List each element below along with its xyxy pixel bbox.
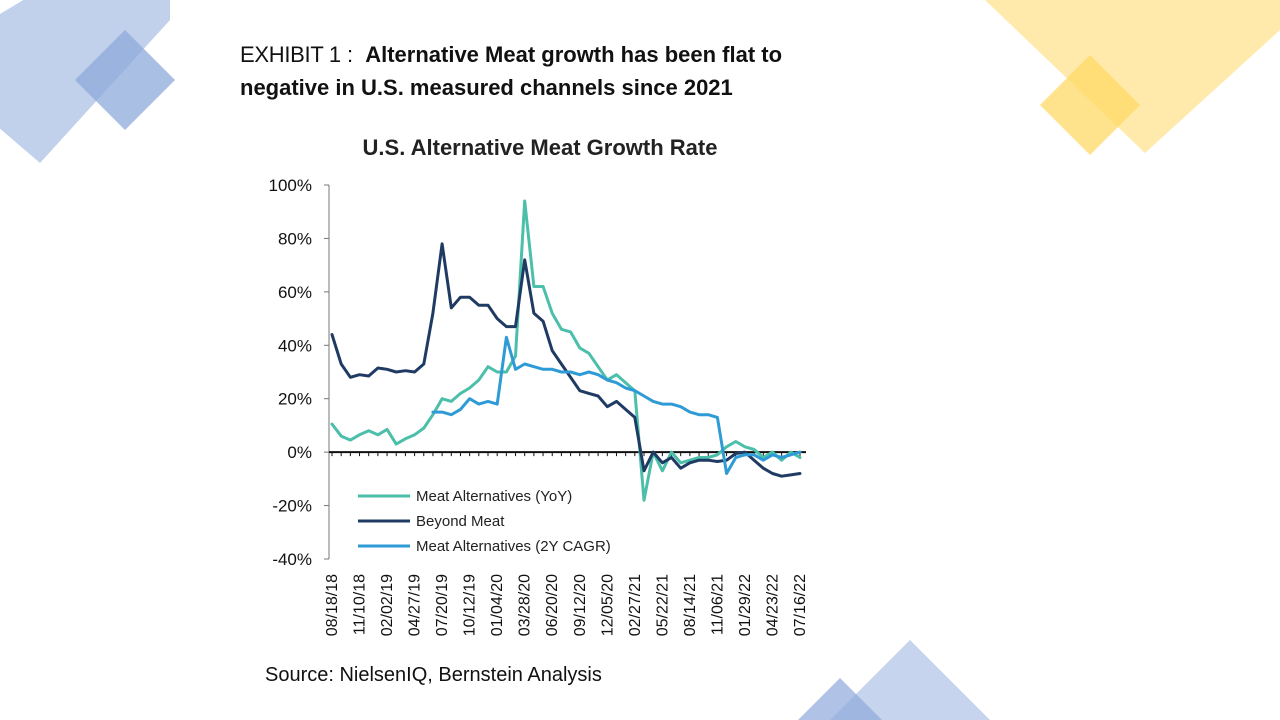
deco-blue-diamond-bottom-small <box>798 678 882 720</box>
exhibit-colon: : <box>346 42 354 67</box>
x-tick-label: 09/12/20 <box>572 574 589 636</box>
x-tick-label: 12/05/20 <box>599 574 616 636</box>
x-tick-label: 04/27/19 <box>407 574 424 636</box>
chart-title: U.S. Alternative Meat Growth Rate <box>363 135 718 160</box>
y-tick-label: 20% <box>278 390 312 409</box>
y-tick-label: 0% <box>287 443 312 462</box>
x-tick-label: 07/16/22 <box>792 574 809 636</box>
series-line <box>330 199 802 502</box>
series-line <box>431 335 802 475</box>
exhibit-headline: Alternative Meat growth has been flat to… <box>240 42 783 100</box>
x-tick-label: 10/12/19 <box>462 574 479 636</box>
growth-rate-chart: U.S. Alternative Meat Growth Rate 100% 80%… <box>269 135 809 636</box>
x-tick-label: 07/20/19 <box>434 574 451 636</box>
x-tick-label: 11/10/18 <box>352 574 369 635</box>
exhibit-label: EXHIBIT 1 <box>240 42 341 67</box>
y-tick-label: -40% <box>272 550 312 569</box>
y-tick-label: 80% <box>278 229 312 248</box>
y-tick-label: -20% <box>272 497 312 516</box>
y-tick-label: 60% <box>278 283 312 302</box>
deco-yellow-diamond-small <box>1040 55 1140 155</box>
x-tick-label: 03/28/20 <box>517 574 534 636</box>
y-tick-label: 100% <box>269 176 312 195</box>
exhibit-heading: EXHIBIT 1 : Alternative Meat growth has … <box>240 38 860 104</box>
deco-yellow-diamond-large <box>985 0 1280 153</box>
x-tick-label: 11/06/21 <box>709 574 726 635</box>
y-tick-label: 40% <box>278 336 312 355</box>
x-tick-label: 02/27/21 <box>627 574 644 636</box>
x-tick-label: 02/02/19 <box>379 574 396 636</box>
x-tick-label: 01/29/22 <box>737 574 754 636</box>
legend-label: Meat Alternatives (2Y CAGR) <box>416 538 611 555</box>
legend-label: Beyond Meat <box>416 513 505 530</box>
x-tick-label: 01/04/20 <box>489 574 506 636</box>
x-tick-label: 06/20/20 <box>544 574 561 636</box>
deco-blue-diamond-small <box>75 30 175 130</box>
x-tick-label: 04/23/22 <box>764 574 781 636</box>
legend-label: Meat Alternatives (YoY) <box>416 488 572 505</box>
x-tick-label: 08/14/21 <box>682 574 699 636</box>
source-note: Source: NielsenIQ, Bernstein Analysis <box>265 664 602 686</box>
x-tick-label: 05/22/21 <box>654 574 671 636</box>
deco-blue-diamond-bottom-large <box>830 640 990 720</box>
x-tick-label: 08/18/18 <box>324 574 341 636</box>
